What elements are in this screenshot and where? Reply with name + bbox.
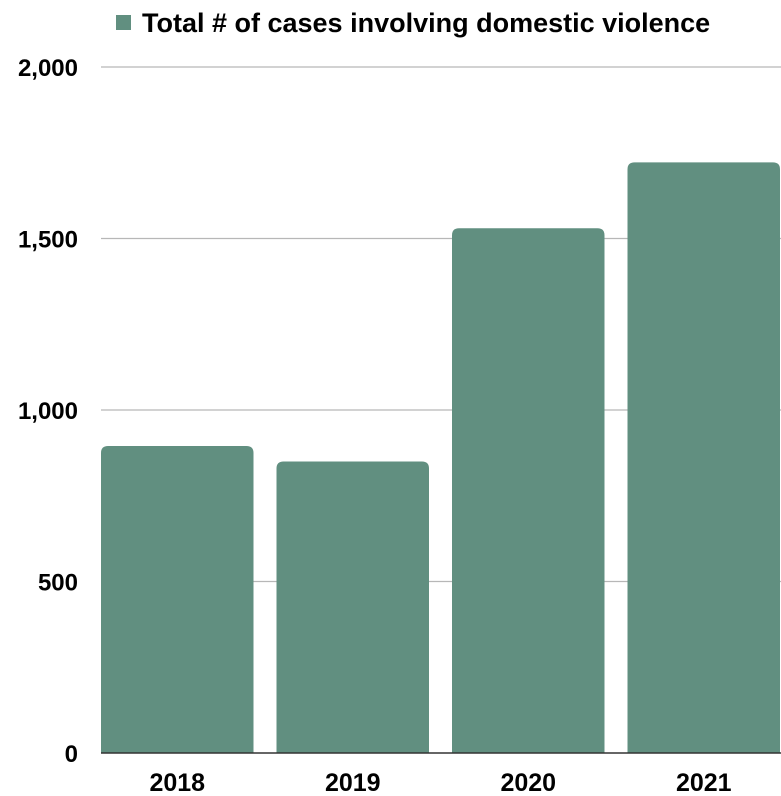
y-tick-label: 2,000 <box>18 55 78 82</box>
bars <box>101 162 780 753</box>
bar-2018 <box>101 446 254 753</box>
x-category-label: 2018 <box>149 769 205 796</box>
bar-2020 <box>452 228 605 753</box>
x-axis-categories: 2018 2019 2020 2021 <box>149 769 731 796</box>
y-tick-label: 1,000 <box>18 398 78 425</box>
y-tick-label: 500 <box>38 570 78 597</box>
y-tick-label: 0 <box>65 741 78 768</box>
x-category-label: 2021 <box>676 769 732 796</box>
x-category-label: 2019 <box>325 769 381 796</box>
x-category-label: 2020 <box>500 769 556 796</box>
legend-label: Total # of cases involving domestic viol… <box>142 8 710 38</box>
legend-swatch <box>116 15 131 30</box>
legend: Total # of cases involving domestic viol… <box>116 8 710 38</box>
y-tick-label: 1,500 <box>18 227 78 254</box>
bar-2019 <box>276 461 429 753</box>
y-axis-ticks: 0 500 1,000 1,500 2,000 <box>18 55 78 768</box>
bar-2021 <box>627 162 780 753</box>
